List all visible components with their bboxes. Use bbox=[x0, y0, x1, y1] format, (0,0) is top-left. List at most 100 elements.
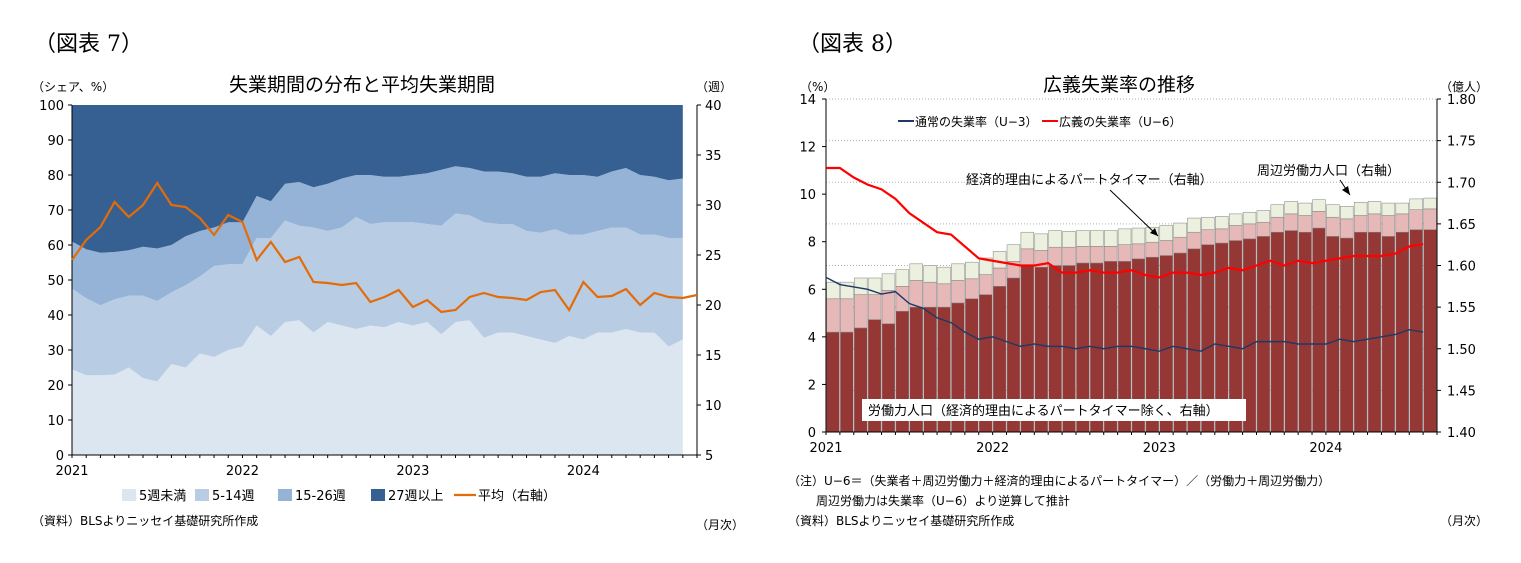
y-tick-label: 6 bbox=[808, 283, 816, 298]
bar-2 bbox=[1034, 233, 1048, 251]
y2-tick-label: 20 bbox=[705, 299, 722, 314]
bar-2 bbox=[1062, 231, 1076, 248]
x-tick-label: 2021 bbox=[809, 441, 842, 456]
legend-swatch bbox=[122, 489, 136, 501]
y2-tick-label: 1.70 bbox=[1447, 176, 1476, 191]
y2-tick-label: 1.60 bbox=[1447, 260, 1476, 275]
bar-1 bbox=[1159, 240, 1173, 256]
y-tick-label: 60 bbox=[47, 239, 64, 254]
bar-1 bbox=[1228, 225, 1243, 241]
bar-1 bbox=[923, 281, 937, 308]
bar-2 bbox=[937, 266, 951, 285]
y-tick-label: 30 bbox=[47, 344, 64, 359]
bar-1 bbox=[895, 286, 910, 312]
bar-1 bbox=[1145, 241, 1160, 258]
y2-tick-label: 1.40 bbox=[1447, 426, 1476, 441]
bar-0 bbox=[1312, 227, 1326, 433]
y-tick-label: 80 bbox=[47, 169, 64, 184]
bar-1 bbox=[1298, 215, 1312, 233]
bar-1 bbox=[1090, 246, 1104, 264]
bar-1 bbox=[1284, 213, 1298, 231]
bar-1 bbox=[1270, 216, 1285, 233]
bar-2 bbox=[1103, 230, 1118, 247]
y-tick-label: 20 bbox=[47, 379, 64, 394]
y-tick-label: 2 bbox=[808, 378, 816, 393]
bar-1 bbox=[1340, 218, 1354, 239]
bar-1 bbox=[909, 280, 923, 308]
legend-swatch bbox=[195, 489, 209, 501]
figure-7-label: （図表 7） bbox=[34, 32, 143, 57]
figure-8-note-1: （注）U−6＝（失業者＋周辺労働力＋経済的理由によるパートタイマー）／（労働力＋… bbox=[788, 474, 1331, 488]
x-tick-label: 2024 bbox=[1309, 441, 1342, 456]
bar-1 bbox=[951, 280, 965, 304]
bar-1 bbox=[1367, 213, 1382, 233]
bar-1 bbox=[1381, 215, 1396, 237]
area-series-1 bbox=[72, 213, 683, 382]
bar-2 bbox=[1284, 201, 1298, 215]
bar-1 bbox=[854, 294, 868, 329]
bar-2 bbox=[1423, 197, 1437, 210]
bar-2 bbox=[1353, 201, 1368, 216]
bar-2 bbox=[951, 263, 965, 281]
bar-2 bbox=[1256, 210, 1271, 223]
annotation-labor-force: 労働力人口（経済的理由によるパートタイマー除く、右軸） bbox=[868, 403, 1219, 419]
y2-tick-label: 1.50 bbox=[1447, 343, 1476, 358]
bar-1 bbox=[840, 298, 854, 333]
annotation-arrowhead bbox=[1150, 228, 1158, 236]
y-tick-label: 12 bbox=[799, 141, 816, 156]
y2-tick-label: 35 bbox=[705, 149, 722, 164]
bar-1 bbox=[1117, 244, 1132, 262]
figure-8-right-unit: （億人） bbox=[1440, 80, 1489, 94]
legend-swatch bbox=[278, 489, 292, 501]
y-tick-label: 70 bbox=[47, 204, 64, 219]
y-tick-label: 0 bbox=[56, 449, 64, 464]
figure-7-left-unit: （シェア、%） bbox=[32, 80, 115, 94]
u3-line bbox=[825, 276, 1424, 352]
y2-tick-label: 5 bbox=[705, 449, 713, 464]
figure-8-chart: 0 2 4 6 8 10 12 14 1.40 1.45 1.50 1.55 1.60 1.65 1.70 1… bbox=[799, 93, 1476, 456]
bar-2 bbox=[1409, 198, 1423, 210]
bar-1 bbox=[1131, 243, 1146, 260]
bar-2 bbox=[1076, 230, 1090, 247]
bar-2 bbox=[1312, 199, 1326, 212]
bar-2 bbox=[1270, 204, 1285, 218]
legend-label: 15-26週 bbox=[295, 489, 346, 504]
figure-8-label: （図表 8） bbox=[798, 32, 907, 57]
legend-label: 5週未満 bbox=[139, 489, 186, 504]
bar-1 bbox=[1409, 209, 1423, 230]
bar-1 bbox=[1062, 246, 1076, 266]
y-tick-label: 8 bbox=[808, 236, 816, 251]
bar-2 bbox=[826, 281, 840, 300]
y2-tick-label: 1.45 bbox=[1447, 384, 1476, 399]
figure-8-title: 広義失業率の推移 bbox=[1043, 74, 1196, 96]
x-tick-label: 2022 bbox=[226, 464, 259, 479]
bar-0 bbox=[840, 331, 854, 433]
bar-2 bbox=[1340, 206, 1354, 220]
bar-2 bbox=[1298, 202, 1312, 216]
legend-label: 通常の失業率（U−3） bbox=[915, 114, 1037, 129]
bar-1 bbox=[992, 267, 1007, 287]
y-tick-label: 40 bbox=[47, 309, 64, 324]
y2-tick-label: 15 bbox=[705, 349, 722, 364]
annotation-arrowhead bbox=[1342, 186, 1350, 195]
bar-1 bbox=[979, 274, 993, 295]
bar-2 bbox=[992, 251, 1007, 269]
bar-1 bbox=[1201, 229, 1215, 245]
legend-label: 平均（右軸） bbox=[478, 489, 556, 504]
y2-tick-label: 1.55 bbox=[1447, 301, 1476, 316]
y-tick-label: 50 bbox=[47, 274, 64, 289]
bar-2 bbox=[1242, 211, 1257, 225]
bar-2 bbox=[1131, 227, 1146, 245]
x-tick-label: 2024 bbox=[567, 464, 600, 479]
bar-1 bbox=[1353, 215, 1368, 233]
y-tick-label: 14 bbox=[799, 93, 816, 108]
bar-1 bbox=[1215, 228, 1229, 244]
bar-1 bbox=[1020, 248, 1035, 266]
y-tick-label: 0 bbox=[808, 426, 816, 441]
bar-1 bbox=[1103, 246, 1118, 262]
y2-tick-label: 40 bbox=[705, 99, 722, 114]
y-tick-label: 100 bbox=[39, 99, 64, 114]
annotation-part-time: 経済的理由によるパートタイマー（右軸） bbox=[966, 172, 1213, 188]
bar-2 bbox=[1020, 231, 1035, 250]
bar-2 bbox=[1381, 202, 1396, 216]
